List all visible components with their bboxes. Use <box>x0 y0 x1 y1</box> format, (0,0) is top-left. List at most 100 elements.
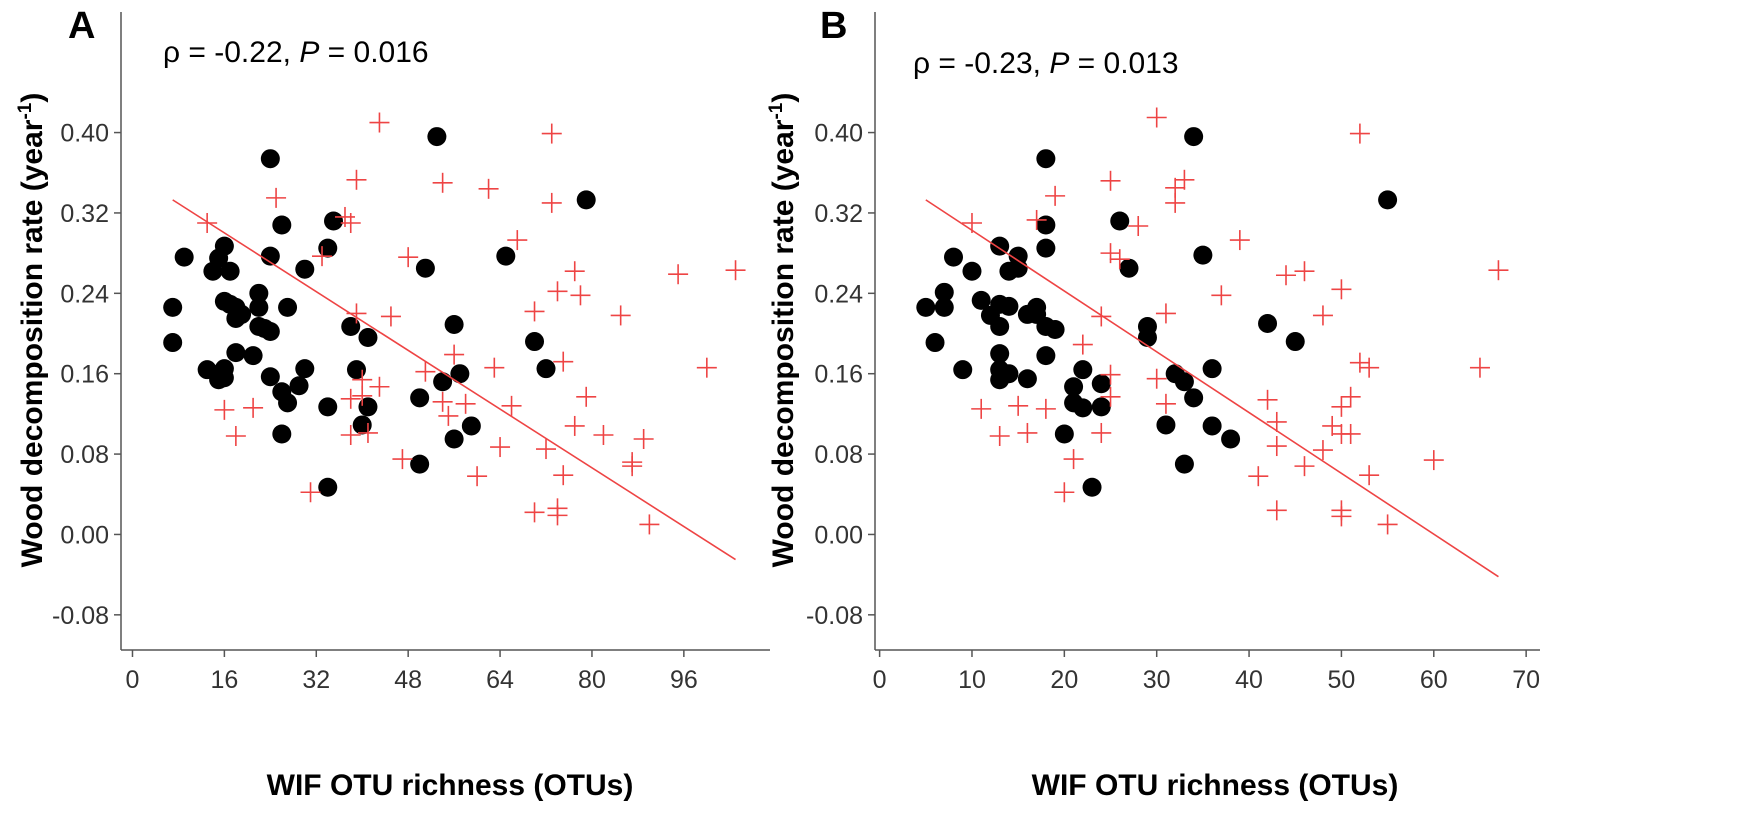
data-point-plus <box>989 425 1010 446</box>
data-point-plus <box>668 264 689 285</box>
data-point-circle <box>272 424 292 444</box>
y-tick-label: 0.00 <box>814 521 863 549</box>
data-point-plus <box>1349 352 1370 373</box>
data-point-circle <box>295 259 315 279</box>
data-point-circle <box>318 238 338 258</box>
x-tick-label: 16 <box>210 666 238 694</box>
data-point-circle <box>260 322 280 342</box>
data-point-plus <box>438 405 459 426</box>
data-point-circle <box>341 316 361 336</box>
data-point-plus <box>1322 415 1343 436</box>
panel-a: A ρ = -0.22, P = 0.016 -0.08 0.00 0.08 0.16… <box>15 5 770 802</box>
data-point-plus <box>524 502 545 523</box>
data-point-circle <box>971 290 991 310</box>
data-point-circle <box>1073 360 1093 380</box>
regression-line <box>172 199 736 561</box>
data-point-plus <box>547 281 568 302</box>
data-point-plus <box>225 425 246 446</box>
data-point-plus <box>1211 285 1232 306</box>
data-point-plus <box>1155 393 1176 414</box>
data-point-circle <box>352 415 372 435</box>
data-point-plus <box>570 285 591 306</box>
data-point-plus <box>1100 170 1121 191</box>
x-tick-label: 40 <box>1235 666 1263 694</box>
data-point-plus <box>725 260 746 281</box>
data-point-plus <box>484 357 505 378</box>
data-point-plus <box>1146 107 1167 128</box>
data-point-plus <box>214 399 235 420</box>
data-point-plus <box>971 398 992 419</box>
data-point-plus <box>553 465 574 486</box>
data-point-circle <box>163 297 183 317</box>
data-point-circle <box>358 397 378 417</box>
data-point-plus <box>1294 456 1315 477</box>
y-tick-label: 0.24 <box>60 280 109 308</box>
data-point-plus <box>1155 303 1176 324</box>
data-point-plus <box>312 246 333 267</box>
data-point-plus <box>1469 357 1490 378</box>
data-point-circle <box>214 368 234 388</box>
data-point-circle <box>944 247 964 267</box>
panel-b: B ρ = -0.23, P = 0.013 -0.08 0.00 0.08 0.16… <box>766 5 1540 802</box>
x-tick-label: 60 <box>1420 666 1448 694</box>
y-tick-label: 0.32 <box>60 200 109 228</box>
data-point-circle <box>1082 477 1102 497</box>
y-tick-label: 0.24 <box>814 280 863 308</box>
data-point-circle <box>278 297 298 317</box>
data-point-plus <box>1229 230 1250 251</box>
y-ticks: -0.08 0.00 0.08 0.16 0.24 0.32 0.40 <box>806 120 875 630</box>
data-point-circle <box>934 282 954 302</box>
data-point-plus <box>1248 466 1269 487</box>
data-point-circle <box>1137 328 1157 348</box>
data-point-plus <box>340 388 361 409</box>
data-point-circle <box>226 343 246 363</box>
data-point-circle <box>953 360 973 380</box>
data-point-plus <box>1377 514 1398 535</box>
data-point-plus <box>243 397 264 418</box>
data-point-circle <box>990 344 1010 364</box>
data-point-circle <box>1202 416 1222 436</box>
x-tick-label: 64 <box>486 666 514 694</box>
data-point-plus <box>467 466 488 487</box>
data-point-plus <box>1349 123 1370 144</box>
panel-letter: A <box>68 5 95 47</box>
data-point-circle <box>1156 415 1176 435</box>
data-point-plus <box>1266 500 1287 521</box>
x-ticks: 0 16 32 48 64 80 96 <box>126 650 698 694</box>
data-point-plus <box>610 305 631 326</box>
y-tick-label: -0.08 <box>806 602 863 630</box>
data-point-plus <box>432 391 453 412</box>
data-point-plus <box>369 376 390 397</box>
x-tick-label: 0 <box>873 666 887 694</box>
data-point-plus <box>1054 482 1075 503</box>
data-point-circle <box>1036 215 1056 235</box>
data-point-circle <box>174 247 194 267</box>
data-point-circle <box>318 477 338 497</box>
y-tick-label: 0.16 <box>60 361 109 389</box>
data-point-plus <box>1266 436 1287 457</box>
data-point-plus <box>1100 243 1121 264</box>
data-point-plus <box>1091 422 1112 443</box>
data-point-plus <box>1312 305 1333 326</box>
data-point-circle <box>1202 359 1222 379</box>
data-point-plus <box>1091 306 1112 327</box>
data-point-circle <box>444 429 464 449</box>
data-point-circle <box>1119 258 1139 278</box>
data-point-plus <box>1128 216 1149 237</box>
data-point-plus <box>266 187 287 208</box>
data-point-plus <box>1026 209 1047 230</box>
data-point-plus <box>1423 450 1444 471</box>
data-point-circle <box>1091 374 1111 394</box>
data-point-plus <box>1035 398 1056 419</box>
data-point-plus <box>1266 411 1287 432</box>
data-point-circle <box>1036 238 1056 258</box>
data-point-circle <box>1110 211 1130 231</box>
data-point-circle <box>1184 127 1204 147</box>
y-tick-label: 0.16 <box>814 361 863 389</box>
data-point-circle <box>214 236 234 256</box>
x-tick-label: 32 <box>302 666 330 694</box>
data-point-plus <box>593 424 614 445</box>
x-tick-label: 48 <box>394 666 422 694</box>
data-point-circle <box>925 333 945 353</box>
